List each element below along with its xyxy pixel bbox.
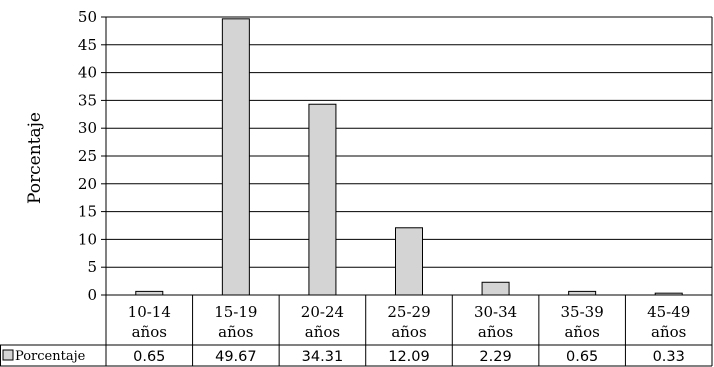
y-tick-label: 45	[78, 36, 97, 54]
y-axis-ticks: 0 5 10 15 20 25 30 35 40 45 50	[78, 8, 106, 304]
x-tick-label: años	[651, 323, 686, 341]
data-label: 12.09	[388, 349, 430, 365]
data-label: 49.67	[215, 349, 257, 365]
data-label: 0.65	[566, 349, 598, 365]
x-tick-label: años	[218, 323, 253, 341]
gridlines	[105, 16, 713, 366]
x-tick-label: 15-19	[214, 303, 257, 321]
y-tick-label: 0	[87, 286, 97, 304]
x-tick-label: 25-29	[387, 303, 430, 321]
legend-swatch	[2, 349, 14, 361]
y-axis-label: Porcentaje	[25, 112, 45, 204]
y-tick-label: 50	[78, 8, 97, 26]
x-tick-label: años	[564, 323, 599, 341]
y-tick-label: 10	[78, 230, 97, 248]
y-tick-label: 35	[78, 91, 97, 109]
y-tick-label: 5	[87, 258, 97, 276]
y-tick-label: 20	[78, 175, 97, 193]
y-tick-label: 30	[78, 119, 97, 137]
x-tick-label: 45-49	[647, 303, 690, 321]
bar	[654, 292, 683, 296]
data-table: 10-14 años 15-19 años 20-24 años 25-29 años 30-3…	[0, 295, 712, 367]
bars	[135, 18, 683, 296]
legend-label: Porcentaje	[15, 349, 86, 364]
x-tick-label: años	[391, 323, 426, 341]
bar	[221, 18, 250, 296]
y-tick-label: 25	[78, 147, 97, 165]
data-label: 0.65	[133, 349, 165, 365]
y-tick-label: 40	[78, 64, 97, 82]
x-tick-label: 30-34	[474, 303, 517, 321]
bar	[568, 290, 597, 296]
data-label: 34.31	[302, 349, 344, 365]
bar	[395, 227, 423, 296]
y-tick-label: 15	[78, 203, 97, 221]
bar	[308, 103, 337, 296]
x-tick-label: 35-39	[561, 303, 604, 321]
x-tick-label: años	[132, 323, 167, 341]
data-label: 2.29	[479, 349, 511, 365]
bar	[481, 281, 510, 296]
x-tick-label: años	[478, 323, 513, 341]
x-tick-label: años	[305, 323, 340, 341]
bar	[135, 290, 164, 296]
x-tick-label: 20-24	[301, 303, 344, 321]
x-tick-label: 10-14	[128, 303, 171, 321]
data-label: 0.33	[653, 349, 685, 365]
